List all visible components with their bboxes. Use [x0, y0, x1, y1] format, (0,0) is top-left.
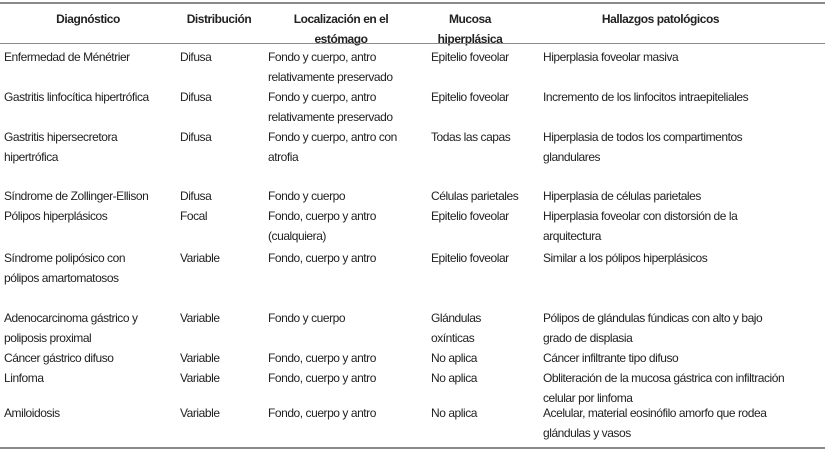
cell-mucosa: No aplica	[431, 406, 477, 420]
cell-diagnostico: Linfoma	[4, 371, 44, 385]
cell-hallazgos: Similar a los pólipos hiperplásicos	[543, 251, 708, 265]
cell-mucosa: Epitelio foveolar	[431, 251, 509, 265]
cell-localizacion: Fondo, cuerpo y antro	[268, 251, 376, 265]
cell-mucosa: Todas las capas	[431, 130, 511, 144]
cell-diagnostico: Enfermedad de Ménétrier	[4, 50, 130, 64]
header-distribucion: Distribución	[186, 12, 252, 26]
cell-localizacion: Fondo y cuerpo, antro con atrofia	[268, 130, 397, 164]
cell-diagnostico: Síndrome de Zollinger-Ellison	[4, 189, 149, 203]
cell-hallazgos: Hiperplasia foveolar con distorsión de l…	[543, 209, 738, 243]
top-rule	[0, 2, 825, 4]
header-hallazgos: Hallazgos patológicos	[601, 12, 720, 26]
cell-diagnostico: Cáncer gástrico difuso	[4, 351, 114, 365]
cell-distribucion: Variable	[180, 251, 220, 265]
cell-localizacion: Fondo, cuerpo y antro	[268, 351, 376, 365]
cell-localizacion: Fondo, cuerpo y antro	[268, 406, 376, 420]
cell-localizacion: Fondo, cuerpo y antro	[268, 371, 376, 385]
cell-distribucion: Variable	[180, 371, 220, 385]
cell-hallazgos: Hiperplasia de células parietales	[543, 189, 701, 203]
cell-localizacion: Fondo y cuerpo, antro relativamente pres…	[268, 90, 393, 124]
cell-distribucion: Variable	[180, 311, 220, 325]
cell-distribucion: Focal	[180, 209, 208, 223]
cell-hallazgos: Cáncer infiltrante tipo difuso	[543, 351, 679, 365]
cell-hallazgos: Obliteración de la mucosa gástrica con i…	[543, 371, 785, 405]
cell-diagnostico: Gastritis hipersecretora hipertrófica	[4, 130, 118, 164]
header-localizacion: Localización en el estómago	[293, 12, 389, 46]
cell-distribucion: Difusa	[180, 189, 212, 203]
cell-distribucion: Variable	[180, 406, 220, 420]
cell-diagnostico: Pólipos hiperplásicos	[4, 209, 108, 223]
cell-mucosa: Epitelio foveolar	[431, 209, 509, 223]
header-mucosa: Mucosa hiperplásica	[437, 12, 503, 46]
cell-mucosa: No aplica	[431, 351, 477, 365]
cell-distribucion: Difusa	[180, 130, 212, 144]
cell-hallazgos: Acelular, material eosinófilo amorfo que…	[543, 406, 767, 440]
cell-hallazgos: Pólipos de glándulas fúndicas con alto y…	[543, 311, 763, 345]
cell-distribucion: Difusa	[180, 50, 212, 64]
cell-mucosa: No aplica	[431, 371, 477, 385]
header-diagnostico: Diagnóstico	[56, 12, 120, 26]
cell-hallazgos: Hiperplasia foveolar masiva	[543, 50, 679, 64]
bottom-rule	[0, 447, 825, 449]
cell-hallazgos: Incremento de los linfocitos intraepitel…	[543, 90, 749, 104]
cell-diagnostico: Amiloidosis	[4, 406, 60, 420]
cell-distribucion: Variable	[180, 351, 220, 365]
cell-mucosa: Células parietales	[431, 189, 519, 203]
cell-diagnostico: Adenocarcinoma gástrico y poliposis prox…	[4, 311, 138, 345]
cell-localizacion: Fondo, cuerpo y antro (cualquiera)	[268, 209, 376, 243]
cell-diagnostico: Gastritis linfocítica hipertrófica	[4, 90, 149, 104]
cell-localizacion: Fondo y cuerpo, antro relativamente pres…	[268, 50, 393, 84]
cell-localizacion: Fondo y cuerpo	[268, 311, 346, 325]
header-rule	[0, 43, 825, 44]
cell-mucosa: Epitelio foveolar	[431, 90, 509, 104]
cell-distribucion: Difusa	[180, 90, 212, 104]
cell-hallazgos: Hiperplasia de todos los compartimentos …	[543, 130, 743, 164]
cell-mucosa: Glándulas oxínticas	[431, 311, 481, 345]
cell-localizacion: Fondo y cuerpo	[268, 189, 346, 203]
cell-diagnostico: Síndrome polipósico con pólipos amartoma…	[4, 251, 126, 285]
cell-mucosa: Epitelio foveolar	[431, 50, 509, 64]
